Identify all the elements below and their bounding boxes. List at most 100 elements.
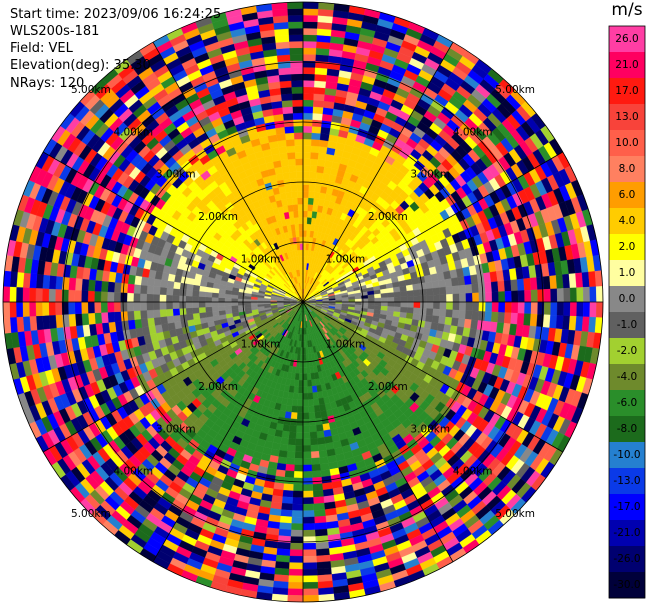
ray-gate <box>42 315 51 330</box>
ray-gate <box>302 432 311 440</box>
ray-gate <box>413 307 421 315</box>
ray-gate <box>491 301 499 313</box>
ray-gate <box>312 489 324 498</box>
ray-gate <box>302 380 308 387</box>
ray-gate <box>153 286 161 295</box>
ray-gate <box>302 555 317 564</box>
ray-gate <box>74 301 82 315</box>
ray-gate <box>445 286 453 295</box>
ray-gate <box>413 301 421 309</box>
ray-gate <box>307 392 314 400</box>
ray-gate <box>172 295 180 303</box>
ray-gate <box>300 347 304 355</box>
ray-gate <box>126 301 134 312</box>
ray-gate <box>218 305 226 312</box>
ray-gate <box>407 301 415 308</box>
ray-gate <box>491 291 499 303</box>
ray-gate <box>380 292 388 299</box>
ray-gate <box>172 308 180 316</box>
ray-gate <box>400 296 408 303</box>
ray-gate <box>113 291 121 303</box>
ray-gate <box>302 106 314 114</box>
ray-gate <box>81 301 89 314</box>
ray-gate <box>316 430 325 439</box>
ray-gate <box>374 297 382 303</box>
ray-gate <box>288 575 304 583</box>
ray-gate <box>192 290 200 297</box>
ray-gate <box>503 280 512 292</box>
ray-gate <box>530 289 538 303</box>
ray-gate <box>312 392 319 400</box>
ray-gate <box>431 280 440 289</box>
ray-gate <box>133 301 141 312</box>
ray-gate <box>302 464 313 472</box>
ray-gate <box>81 313 90 326</box>
ray-gate <box>319 403 327 412</box>
ray-gate <box>438 279 446 288</box>
ray-gate <box>289 555 304 564</box>
ray-gate <box>313 496 325 505</box>
ray-gate <box>313 404 321 413</box>
ray-gate <box>2 301 11 318</box>
ray-gate <box>296 425 304 433</box>
ray-gate <box>291 510 304 518</box>
ray-gate <box>432 287 440 296</box>
ray-gate <box>313 398 320 406</box>
ray-gate <box>309 165 318 173</box>
ray-gate <box>29 315 38 331</box>
ray-gate <box>139 301 147 311</box>
ray-gate <box>147 277 155 287</box>
ray-gate <box>139 293 147 303</box>
ray-gate <box>312 483 323 492</box>
ray-gate <box>308 178 317 186</box>
ray-gate <box>224 301 232 307</box>
ray-gate <box>107 291 115 303</box>
ray-gate <box>146 301 154 311</box>
ray-gate <box>302 54 317 62</box>
ray-gate <box>549 275 558 290</box>
ray-gate <box>451 317 459 327</box>
ray-gate <box>282 424 291 432</box>
ray-gate <box>316 41 331 50</box>
ray-gate <box>302 458 312 466</box>
ray-gate <box>471 283 479 294</box>
ray-gate <box>542 275 551 290</box>
ray-gate <box>68 301 76 315</box>
ray-gate <box>211 292 219 298</box>
ray-gate <box>302 177 310 185</box>
ray-gate <box>420 295 428 303</box>
ray-gate <box>316 28 332 37</box>
ray-gate <box>281 496 293 505</box>
ray-gate <box>569 287 578 303</box>
ray-gate <box>465 284 473 294</box>
ray-gate <box>563 287 571 303</box>
ray-gate <box>297 393 304 400</box>
ray-gate <box>302 158 311 166</box>
ray-gate <box>302 490 314 498</box>
ray-gate <box>173 314 181 323</box>
ray-gate <box>291 516 304 524</box>
ray-gate <box>293 464 304 472</box>
ray-gate <box>419 288 427 297</box>
ray-gate <box>94 312 103 324</box>
ray-gate <box>318 450 328 458</box>
ray-gate <box>556 301 565 316</box>
ray-gate <box>426 308 434 316</box>
ray-gate <box>293 471 304 479</box>
ray-gate <box>55 314 64 329</box>
ray-gate <box>400 306 408 314</box>
ray-gate <box>516 313 525 326</box>
ray-gate <box>274 567 290 576</box>
ray-gate <box>302 562 318 570</box>
ray-gate <box>308 412 316 420</box>
ray-gate <box>316 34 332 43</box>
ray-gate <box>211 297 219 303</box>
ray-gate <box>244 304 252 309</box>
ray-gate <box>312 106 324 115</box>
ray-gate <box>306 373 312 381</box>
ray-gate <box>311 139 321 147</box>
ray-gate <box>302 347 306 355</box>
ray-gate <box>28 301 37 317</box>
ray-gate <box>315 424 324 432</box>
ray-gate <box>302 80 315 88</box>
